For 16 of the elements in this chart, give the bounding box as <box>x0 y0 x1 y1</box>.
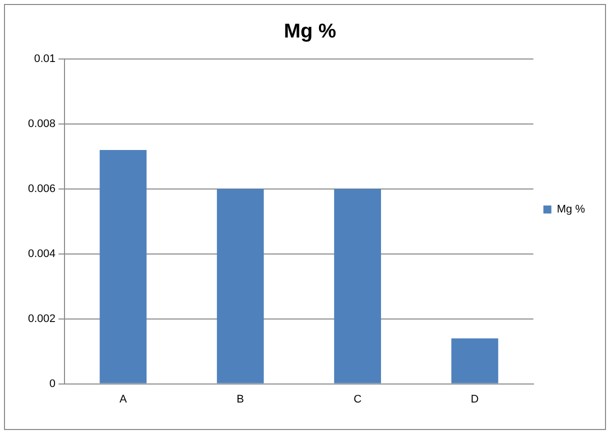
bar <box>334 188 382 384</box>
y-tick-label: 0.004 <box>28 248 56 260</box>
x-tick-label: D <box>470 393 479 406</box>
x-tick-label: C <box>354 393 362 406</box>
bar <box>216 188 264 384</box>
x-tick-label: B <box>236 393 244 406</box>
y-tick-label: 0 <box>49 378 56 390</box>
x-tick-label: A <box>119 393 128 406</box>
bar <box>100 150 147 384</box>
y-tick-label: 0.008 <box>28 118 56 130</box>
y-tick-label: 0.006 <box>28 182 56 195</box>
chart-title: Mg % <box>284 20 336 43</box>
y-tick-label: 0.002 <box>28 312 56 325</box>
y-tick-label: 0.01 <box>34 53 56 66</box>
bar <box>451 338 498 384</box>
legend-label: Mg % <box>556 204 586 216</box>
